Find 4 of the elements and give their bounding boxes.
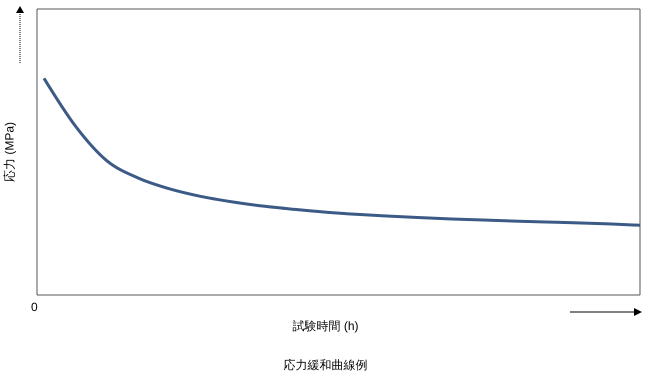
text: 応力緩和曲線例 — [282, 357, 368, 374]
text: 0 — [31, 300, 38, 314]
y-axis-title: 応力 (MPa) — [2, 122, 18, 182]
x-axis-title: 試験時間 (h) — [292, 318, 360, 335]
